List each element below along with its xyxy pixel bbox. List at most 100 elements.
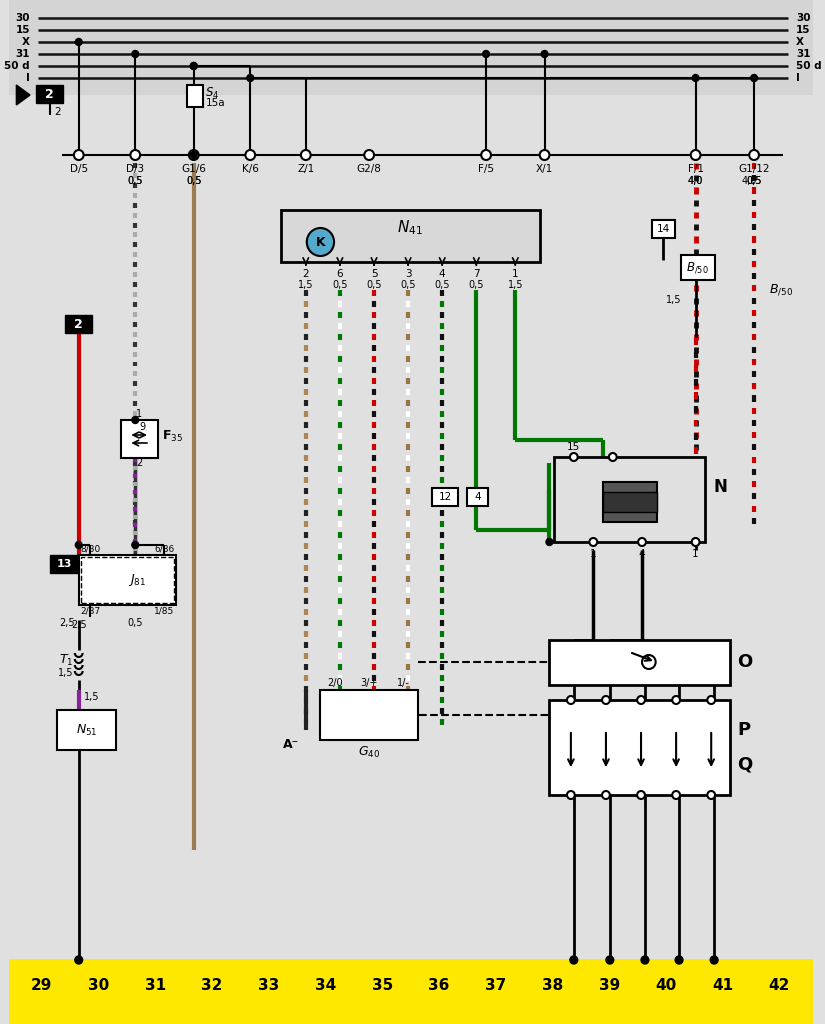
Circle shape <box>567 696 575 705</box>
Text: G1/6: G1/6 <box>182 164 206 174</box>
Text: 32: 32 <box>201 978 223 992</box>
Text: 41: 41 <box>712 978 733 992</box>
Text: 33: 33 <box>258 978 280 992</box>
Circle shape <box>540 150 549 160</box>
Circle shape <box>483 50 489 57</box>
Circle shape <box>74 150 83 160</box>
Text: 0,5: 0,5 <box>435 280 450 290</box>
Circle shape <box>675 956 683 964</box>
Text: 30: 30 <box>16 13 30 23</box>
Bar <box>432 488 458 506</box>
Text: 4: 4 <box>474 492 481 502</box>
Text: 0,5: 0,5 <box>747 176 761 186</box>
Circle shape <box>75 956 83 964</box>
Text: $G_{40}$: $G_{40}$ <box>358 744 380 760</box>
Text: 36: 36 <box>428 978 450 992</box>
Text: F/5: F/5 <box>478 164 494 174</box>
Text: 7: 7 <box>473 269 479 279</box>
Circle shape <box>707 791 715 799</box>
Text: 2/87: 2/87 <box>80 606 101 615</box>
Text: 14: 14 <box>657 224 670 234</box>
Text: D/5: D/5 <box>69 164 87 174</box>
Text: 2: 2 <box>74 317 83 331</box>
Text: Q: Q <box>738 756 752 774</box>
Circle shape <box>692 75 699 82</box>
Text: 0,5: 0,5 <box>186 176 201 186</box>
Circle shape <box>189 150 199 160</box>
Circle shape <box>672 791 680 799</box>
Circle shape <box>365 150 374 160</box>
Text: 4,0: 4,0 <box>742 176 757 186</box>
Circle shape <box>602 791 610 799</box>
Circle shape <box>132 542 139 549</box>
Circle shape <box>710 956 718 964</box>
Text: 13: 13 <box>56 559 72 569</box>
Bar <box>35 85 64 103</box>
Text: 1: 1 <box>590 549 596 559</box>
Text: 2,5: 2,5 <box>71 620 87 630</box>
Text: $N_{51}$: $N_{51}$ <box>76 723 97 737</box>
Text: K: K <box>316 236 325 249</box>
Text: I: I <box>26 73 30 83</box>
Text: 4,0: 4,0 <box>688 176 703 186</box>
Bar <box>681 255 715 280</box>
Text: 31: 31 <box>16 49 30 59</box>
Text: 4,0: 4,0 <box>688 176 703 186</box>
Text: Z/1: Z/1 <box>297 164 314 174</box>
Text: 1: 1 <box>136 409 142 419</box>
Text: 0,5: 0,5 <box>400 280 416 290</box>
Text: 31: 31 <box>144 978 166 992</box>
Text: 15a: 15a <box>205 98 225 108</box>
Bar <box>549 640 730 685</box>
Text: 29: 29 <box>31 978 53 992</box>
Text: 0,5: 0,5 <box>366 280 382 290</box>
Text: 1,5: 1,5 <box>83 692 99 702</box>
Text: G1/12: G1/12 <box>738 164 770 174</box>
Text: 40: 40 <box>655 978 676 992</box>
Text: 4: 4 <box>439 269 446 279</box>
Text: 0,5: 0,5 <box>128 176 143 186</box>
Text: 1,5: 1,5 <box>59 668 74 678</box>
Bar <box>467 488 488 506</box>
Text: N: N <box>713 478 727 496</box>
Circle shape <box>637 791 645 799</box>
Text: P: P <box>738 721 751 739</box>
Text: 34: 34 <box>315 978 336 992</box>
Text: $B_{/50}$: $B_{/50}$ <box>769 283 793 297</box>
Text: 1/-: 1/- <box>397 678 410 688</box>
Circle shape <box>191 62 197 70</box>
Text: 1,5: 1,5 <box>507 280 523 290</box>
Circle shape <box>609 453 616 461</box>
Circle shape <box>541 50 548 57</box>
Text: 12: 12 <box>439 492 452 502</box>
Text: 1/85: 1/85 <box>154 606 175 615</box>
Text: 37: 37 <box>485 978 507 992</box>
Bar <box>57 710 116 750</box>
Text: 42: 42 <box>769 978 790 992</box>
Circle shape <box>570 453 577 461</box>
Text: K/6: K/6 <box>242 164 259 174</box>
Bar <box>603 492 657 512</box>
Text: 0,5: 0,5 <box>186 176 201 186</box>
Circle shape <box>570 956 577 964</box>
Text: 1: 1 <box>512 269 519 279</box>
Circle shape <box>301 150 311 160</box>
Text: 2/0: 2/0 <box>328 678 343 688</box>
Circle shape <box>749 150 759 160</box>
Text: $T_1$: $T_1$ <box>59 652 74 668</box>
Bar <box>187 85 202 106</box>
Circle shape <box>307 228 334 256</box>
Text: $B_{/50}$: $B_{/50}$ <box>686 261 709 275</box>
Circle shape <box>707 696 715 705</box>
Text: 35: 35 <box>371 978 393 992</box>
Text: 8/30: 8/30 <box>80 545 101 554</box>
Text: 3/+: 3/+ <box>361 678 378 688</box>
Text: $N_{41}$: $N_{41}$ <box>397 219 423 238</box>
Bar <box>549 700 730 795</box>
Text: 2: 2 <box>136 458 142 468</box>
Circle shape <box>602 696 610 705</box>
Bar <box>554 457 705 542</box>
Circle shape <box>691 538 700 546</box>
Bar <box>50 555 78 573</box>
Bar <box>78 555 177 605</box>
